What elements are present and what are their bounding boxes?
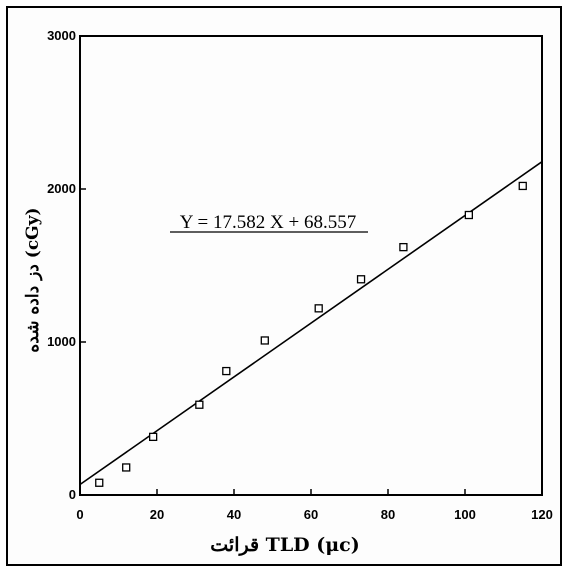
y-tick-label-2: 2000 [47, 181, 76, 196]
data-point-7 [356, 275, 366, 284]
data-point-2 [148, 432, 158, 442]
figure-frame [6, 6, 562, 566]
plot-area-border [79, 35, 543, 496]
data-point-5 [260, 336, 269, 345]
y-axis-label-wrap: دز داده شده (cGy) [8, 60, 58, 500]
y-tick-label-0: 0 [69, 487, 76, 502]
data-point-10 [518, 181, 527, 191]
y-axis-label: دز داده شده (cGy) [23, 207, 43, 353]
x-tick-label-4: 80 [381, 507, 395, 522]
x-tick-label-5: 100 [454, 507, 476, 522]
regression-equation: Y = 17.582 X + 68.557 [180, 212, 356, 233]
data-point-9 [464, 210, 474, 220]
x-tick-label-2: 40 [227, 507, 241, 522]
data-point-1 [122, 463, 131, 472]
data-point-3 [195, 400, 204, 409]
data-point-0 [95, 478, 104, 487]
x-tick-label-6: 120 [531, 507, 553, 522]
data-point-8 [399, 242, 408, 252]
data-point-4 [222, 366, 231, 376]
x-tick-label-1: 20 [150, 507, 164, 522]
data-point-6 [314, 304, 323, 313]
x-tick-label-3: 60 [304, 507, 318, 522]
y-tick-label-3: 3000 [47, 28, 76, 43]
y-tick-label-1: 1000 [47, 334, 76, 349]
x-tick-label-0: 0 [76, 507, 83, 522]
x-axis-label: قرائت TLD (μc) [210, 534, 360, 556]
